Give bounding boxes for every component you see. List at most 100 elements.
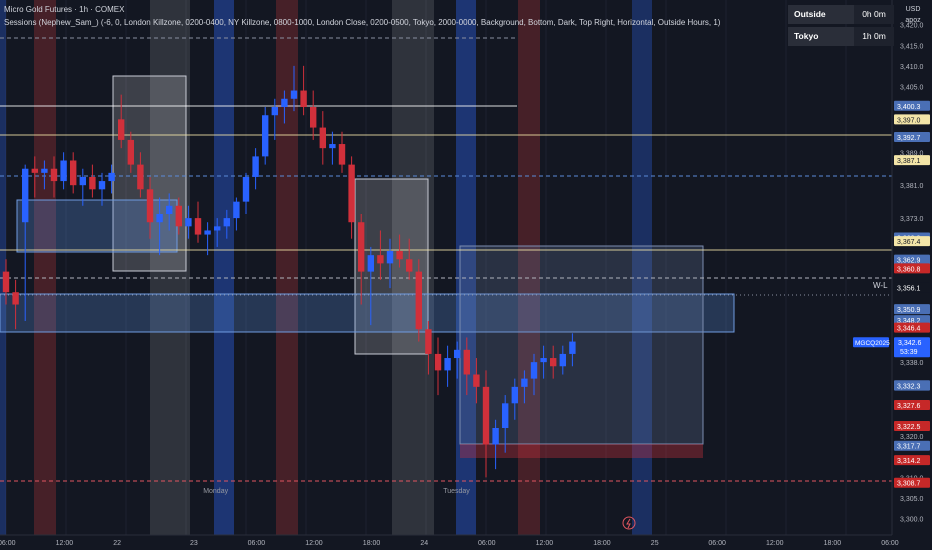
price-tag [894,420,930,431]
price-tag [894,282,930,293]
candle-body[interactable] [127,139,134,165]
candle-body[interactable] [146,189,154,223]
candle-body[interactable] [290,90,298,99]
price-tag [894,304,930,315]
session-band [150,0,190,535]
price-axis-tick: 3,300.0 [900,517,923,524]
time-axis-tick: 12:00 [305,540,323,547]
candle-body[interactable] [329,144,336,149]
candle-body[interactable] [386,251,394,264]
candle-body[interactable] [367,255,374,272]
candle-body[interactable] [540,358,547,363]
candle-body[interactable] [31,168,38,173]
candle-body[interactable] [425,329,432,354]
day-label: Monday [203,488,228,495]
candle-body[interactable] [482,386,490,445]
candle-body[interactable] [434,353,442,371]
session-band [392,0,434,535]
candle-body[interactable] [70,160,77,186]
time-axis[interactable] [0,535,932,550]
candle-body[interactable] [185,218,192,227]
time-axis-tick: 25 [651,540,659,547]
candle-body[interactable] [502,403,509,428]
time-axis-tick: 06:00 [248,540,266,547]
candle-body[interactable] [233,201,240,219]
candle-body[interactable] [89,176,96,190]
price-axis-tick: 3,410.0 [900,64,923,71]
candle-body[interactable] [214,226,221,231]
candle-body[interactable] [521,378,528,387]
candle-body[interactable] [300,90,307,107]
candle-body[interactable] [223,218,230,227]
price-tag-label: 3,392.7 [897,135,920,142]
candle-body[interactable] [530,362,538,379]
candle-body[interactable] [271,107,278,116]
candle-body[interactable] [348,164,355,223]
price-tag-label: 3,322.5 [897,424,920,431]
candle-body[interactable] [454,349,461,359]
candle-body[interactable] [50,168,58,182]
candle-body[interactable] [166,205,173,214]
price-tag-label: 3,314.2 [897,458,920,465]
candle-body[interactable] [252,156,259,177]
candle-body[interactable] [156,214,163,223]
candle-body[interactable] [242,176,250,202]
session-band [456,0,476,535]
lightning-icon[interactable] [622,516,636,530]
lightning-icon-glyph [626,518,631,529]
candle-body[interactable] [60,160,67,182]
candle-body[interactable] [12,292,19,305]
price-tag-label: 3,332.3 [897,384,920,391]
price-tag [894,399,930,410]
candle-body[interactable] [550,358,557,367]
candle-body[interactable] [175,205,182,227]
candle-body[interactable] [262,115,269,157]
candle-body[interactable] [118,119,125,140]
price-axis-tick: 3,389.0 [900,150,923,157]
candle-body[interactable] [463,349,470,375]
candle-body[interactable] [310,107,317,128]
candle-body[interactable] [41,168,48,173]
currency-selector[interactable]: USD apoz [897,4,929,26]
price-axis-tick: 3,305.0 [900,496,923,503]
candle-body[interactable] [204,230,211,235]
price-tag-label: 3,397.0 [897,117,920,124]
candle-body[interactable] [22,168,29,223]
wl-label: W-L [873,281,888,290]
candle-body[interactable] [137,164,144,190]
candle-body[interactable] [377,255,384,264]
price-tag [894,155,930,166]
candle-body[interactable] [569,341,576,354]
candle-body[interactable] [98,181,106,190]
candle-body[interactable] [108,172,115,182]
candle-body[interactable] [2,271,10,293]
candle-body[interactable] [281,98,288,107]
candle-body[interactable] [338,144,346,165]
candle-body[interactable] [415,271,422,330]
time-axis-tick: 06:00 [0,540,16,547]
price-tag-label: 3,346.4 [897,326,920,333]
price-tag [894,477,930,488]
candle-body[interactable] [473,374,480,387]
candle-body[interactable] [396,251,403,260]
session-band [214,0,234,535]
price-axis-tick: 3,320.0 [900,434,923,441]
candle-body[interactable] [319,127,326,149]
candle-body[interactable] [194,218,202,235]
candle-body[interactable] [79,176,86,186]
candle-body[interactable] [444,358,451,371]
price-tag [894,455,930,466]
candle-body[interactable] [492,428,499,445]
candle-body[interactable] [511,386,518,404]
candle-body[interactable] [559,353,566,367]
candle-body[interactable] [358,222,365,272]
price-tag [894,236,930,247]
time-axis-tick: 18:00 [363,540,381,547]
time-axis-tick: 06:00 [708,540,726,547]
session-value: 0h 0m [854,5,894,24]
candle-body[interactable] [406,259,413,272]
indicator-legend[interactable]: Sessions (Nephew_Sam_) (-6, 0, London Ki… [4,18,721,27]
price-tag [894,322,930,333]
price-axis[interactable] [892,0,932,550]
